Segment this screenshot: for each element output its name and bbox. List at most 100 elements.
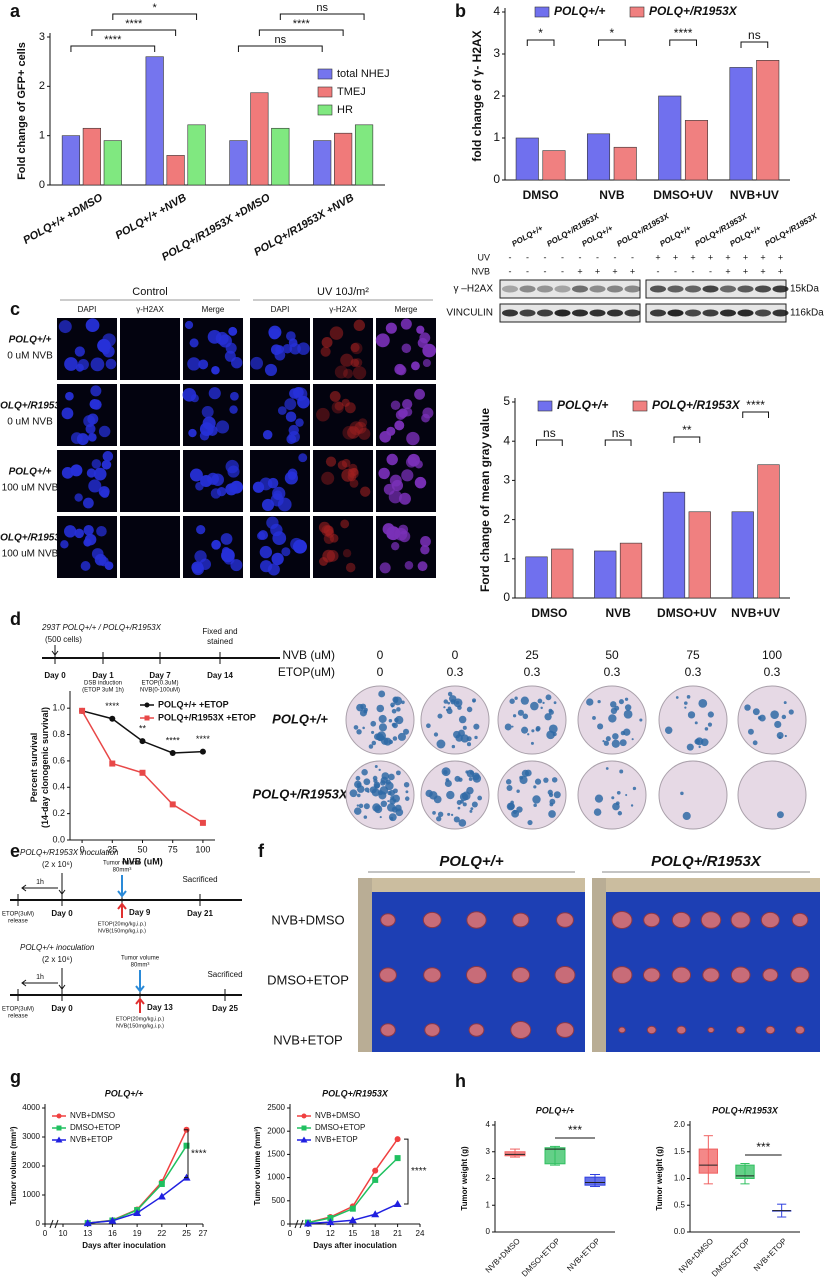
nucleus	[344, 402, 356, 414]
nucleus	[298, 453, 308, 463]
colony	[462, 725, 467, 730]
colony	[404, 796, 410, 801]
colony	[548, 724, 558, 734]
arrow	[117, 875, 127, 898]
blot-band	[519, 309, 536, 317]
colony	[618, 699, 624, 705]
colony	[519, 775, 524, 780]
timeline-text: (2 x 10⁶)	[42, 955, 73, 964]
nucleus	[85, 318, 100, 333]
nucleus	[286, 331, 296, 341]
significance-bracket	[279, 13, 365, 20]
nucleus	[386, 530, 395, 540]
colony	[747, 728, 754, 735]
significance-bracket	[604, 439, 632, 446]
colony	[462, 802, 467, 807]
nucleus	[228, 326, 238, 336]
marker	[199, 748, 206, 755]
panel-label: b	[455, 1, 466, 21]
y-tick-label: 0.5	[674, 1200, 686, 1209]
channel-label: γ-H2AX	[136, 305, 164, 314]
timeline-text: Fixed and	[202, 627, 237, 636]
significance-label: ****	[746, 398, 765, 412]
blot-sign: +	[708, 252, 713, 262]
blot-sign: +	[743, 266, 748, 276]
colony	[453, 730, 461, 739]
tumor	[791, 912, 809, 928]
tumor	[643, 912, 661, 928]
y-axis-label: Ford change of mean gray value	[478, 408, 492, 592]
colony	[355, 775, 361, 781]
y-tick-label: 0.4	[52, 782, 65, 792]
bar	[688, 511, 711, 599]
colony	[549, 798, 556, 805]
nucleus	[93, 467, 107, 481]
tumor	[380, 913, 396, 927]
timeline-text: Tumor volume	[103, 861, 142, 867]
nucleus	[88, 479, 102, 493]
nucleus	[74, 493, 83, 502]
colony	[378, 723, 387, 732]
y-tick-label: 1	[39, 130, 45, 142]
row-label: 100 uM NVB	[2, 483, 59, 494]
nucleus	[195, 482, 204, 491]
colony	[356, 729, 362, 735]
colony	[611, 796, 615, 800]
nucleus	[290, 537, 303, 551]
marker	[348, 1216, 357, 1224]
significance-label: ****	[293, 18, 311, 30]
colony	[466, 742, 472, 747]
nucleus	[206, 472, 219, 485]
marker	[301, 1125, 307, 1131]
micrograph	[120, 318, 180, 380]
colony	[447, 701, 451, 705]
colony	[379, 786, 389, 795]
marker	[144, 715, 150, 721]
nucleus	[404, 561, 414, 570]
timeline-text: 80mm³	[131, 963, 150, 969]
colony	[532, 795, 541, 804]
colony	[698, 698, 708, 708]
y-axis-label: Fold change of GFP+ cells	[16, 42, 28, 180]
bar	[61, 135, 81, 186]
colony	[548, 810, 556, 818]
channel-label: DAPI	[271, 305, 290, 314]
nucleus	[420, 545, 430, 555]
colony	[356, 793, 361, 798]
marker	[79, 707, 86, 714]
bar	[187, 124, 206, 186]
x-tick-label: 16	[108, 1229, 117, 1238]
nucleus	[189, 338, 199, 348]
y-axis-label: (14-day clonogenic survival)	[40, 707, 50, 828]
nucleus	[91, 459, 102, 469]
blot-sign: +	[760, 266, 765, 276]
blot-band	[737, 309, 754, 317]
nucleus	[229, 405, 238, 414]
timeline-text: Sacrificed	[207, 970, 242, 979]
colony	[544, 713, 552, 721]
row-label: 100 uM NVB	[2, 549, 59, 560]
nucleus	[58, 320, 72, 334]
x-tick-label: 10	[59, 1229, 68, 1238]
tumor	[466, 911, 487, 929]
ruler	[358, 878, 372, 1052]
tumor	[611, 911, 633, 929]
timeline-text: (500 cells)	[45, 635, 82, 644]
nucleus	[398, 530, 411, 543]
arrow	[21, 884, 58, 892]
blot-sign: -	[561, 266, 564, 276]
blot-sign: -	[674, 266, 677, 276]
legend-label: POLQ+/R1953X	[649, 4, 738, 18]
colony	[605, 736, 611, 742]
nucleus	[74, 528, 85, 539]
nucleus	[218, 334, 232, 348]
colony	[603, 740, 609, 746]
y-tick-label: 2500	[267, 1103, 285, 1112]
timeline-text: Sacrificed	[182, 875, 217, 884]
colony-dose: 100	[762, 648, 782, 662]
condition-label: Control	[132, 286, 167, 298]
blot-band	[720, 309, 736, 317]
nucleus	[287, 471, 297, 480]
ruler	[592, 878, 606, 1052]
x-tick-label: 13	[83, 1229, 92, 1238]
